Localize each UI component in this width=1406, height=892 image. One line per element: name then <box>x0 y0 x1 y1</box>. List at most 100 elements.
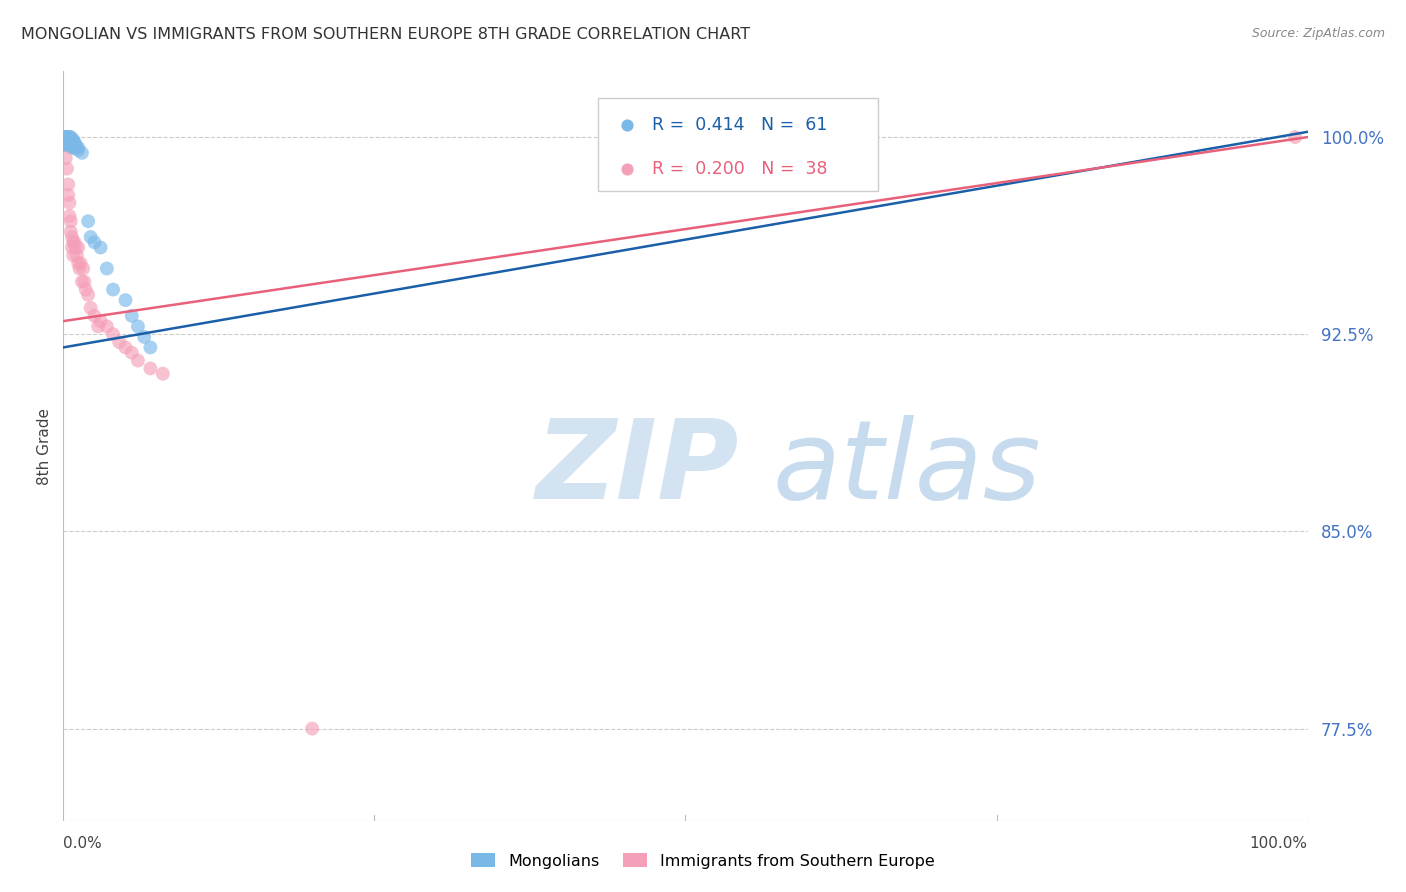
Point <box>59 138 82 153</box>
Point <box>53 133 76 147</box>
Point <box>59 136 82 150</box>
Point <box>127 353 149 368</box>
Point <box>70 145 93 160</box>
Point <box>58 138 80 153</box>
Text: 0.0%: 0.0% <box>63 837 103 852</box>
Point <box>90 240 112 254</box>
Point <box>101 283 124 297</box>
Point <box>114 293 136 307</box>
Point <box>59 225 82 239</box>
Point <box>55 138 77 153</box>
Point <box>72 261 94 276</box>
Point <box>70 275 93 289</box>
Point <box>60 240 83 254</box>
Point <box>62 138 84 153</box>
Point <box>59 133 82 147</box>
Point <box>108 335 131 350</box>
Point <box>53 130 76 145</box>
Point <box>58 133 80 147</box>
Point <box>60 133 83 147</box>
Point <box>127 319 149 334</box>
Point <box>56 133 79 147</box>
Point <box>58 136 80 150</box>
Point <box>58 133 80 147</box>
Point <box>63 235 86 250</box>
Point <box>121 345 143 359</box>
Point <box>77 288 100 302</box>
Point <box>56 133 79 147</box>
Legend: Mongolians, Immigrants from Southern Europe: Mongolians, Immigrants from Southern Eur… <box>465 847 941 875</box>
Point <box>63 140 86 154</box>
Point <box>67 143 90 157</box>
Point <box>56 130 79 145</box>
Point <box>75 283 97 297</box>
Point <box>59 140 82 154</box>
Point <box>60 138 83 153</box>
Point <box>58 138 80 153</box>
Point <box>114 340 136 354</box>
Point <box>58 130 80 145</box>
Point <box>77 214 100 228</box>
Point <box>55 151 77 165</box>
Point <box>58 136 80 150</box>
Point <box>65 138 87 153</box>
Point <box>1284 130 1306 145</box>
Point <box>101 327 124 342</box>
Point <box>96 261 118 276</box>
Point <box>121 309 143 323</box>
Point <box>62 140 84 154</box>
Text: R =  0.414   N =  61: R = 0.414 N = 61 <box>652 117 827 135</box>
Point <box>58 188 80 202</box>
Point <box>59 130 82 145</box>
Point <box>55 130 77 145</box>
Point <box>69 261 91 276</box>
Point <box>58 178 80 192</box>
Point <box>55 133 77 147</box>
Point <box>59 133 82 147</box>
Point <box>53 130 76 145</box>
Point <box>62 248 84 262</box>
Y-axis label: 8th Grade: 8th Grade <box>37 408 52 484</box>
Text: atlas: atlas <box>772 415 1042 522</box>
Point <box>65 240 87 254</box>
Point <box>55 136 77 150</box>
Point <box>53 130 76 145</box>
Point <box>83 235 105 250</box>
Point <box>96 319 118 334</box>
Point <box>79 230 101 244</box>
Point <box>56 138 79 153</box>
Point <box>67 256 90 270</box>
Point <box>139 340 162 354</box>
Point <box>59 214 82 228</box>
Point <box>66 248 89 262</box>
Point <box>56 136 79 150</box>
Point <box>301 722 323 736</box>
Point <box>62 235 84 250</box>
Point <box>58 209 80 223</box>
Point <box>58 133 80 147</box>
Point <box>55 130 77 145</box>
Point <box>69 256 91 270</box>
Point <box>67 240 90 254</box>
Point <box>58 130 80 145</box>
Text: Source: ZipAtlas.com: Source: ZipAtlas.com <box>1251 27 1385 40</box>
Point <box>79 301 101 315</box>
Point <box>73 275 96 289</box>
Point <box>62 133 84 147</box>
Point <box>60 136 83 150</box>
Point <box>87 319 110 334</box>
FancyBboxPatch shape <box>599 97 879 191</box>
Point <box>90 314 112 328</box>
Point <box>53 136 76 150</box>
Point <box>62 136 84 150</box>
Text: ZIP: ZIP <box>536 415 740 522</box>
Point <box>134 330 156 344</box>
Point <box>58 133 80 147</box>
Text: MONGOLIAN VS IMMIGRANTS FROM SOUTHERN EUROPE 8TH GRADE CORRELATION CHART: MONGOLIAN VS IMMIGRANTS FROM SOUTHERN EU… <box>21 27 751 42</box>
Text: 100.0%: 100.0% <box>1250 837 1308 852</box>
Point <box>56 161 79 176</box>
Point <box>58 195 80 210</box>
Point <box>63 138 86 153</box>
Point <box>56 130 79 145</box>
Point <box>56 136 79 150</box>
